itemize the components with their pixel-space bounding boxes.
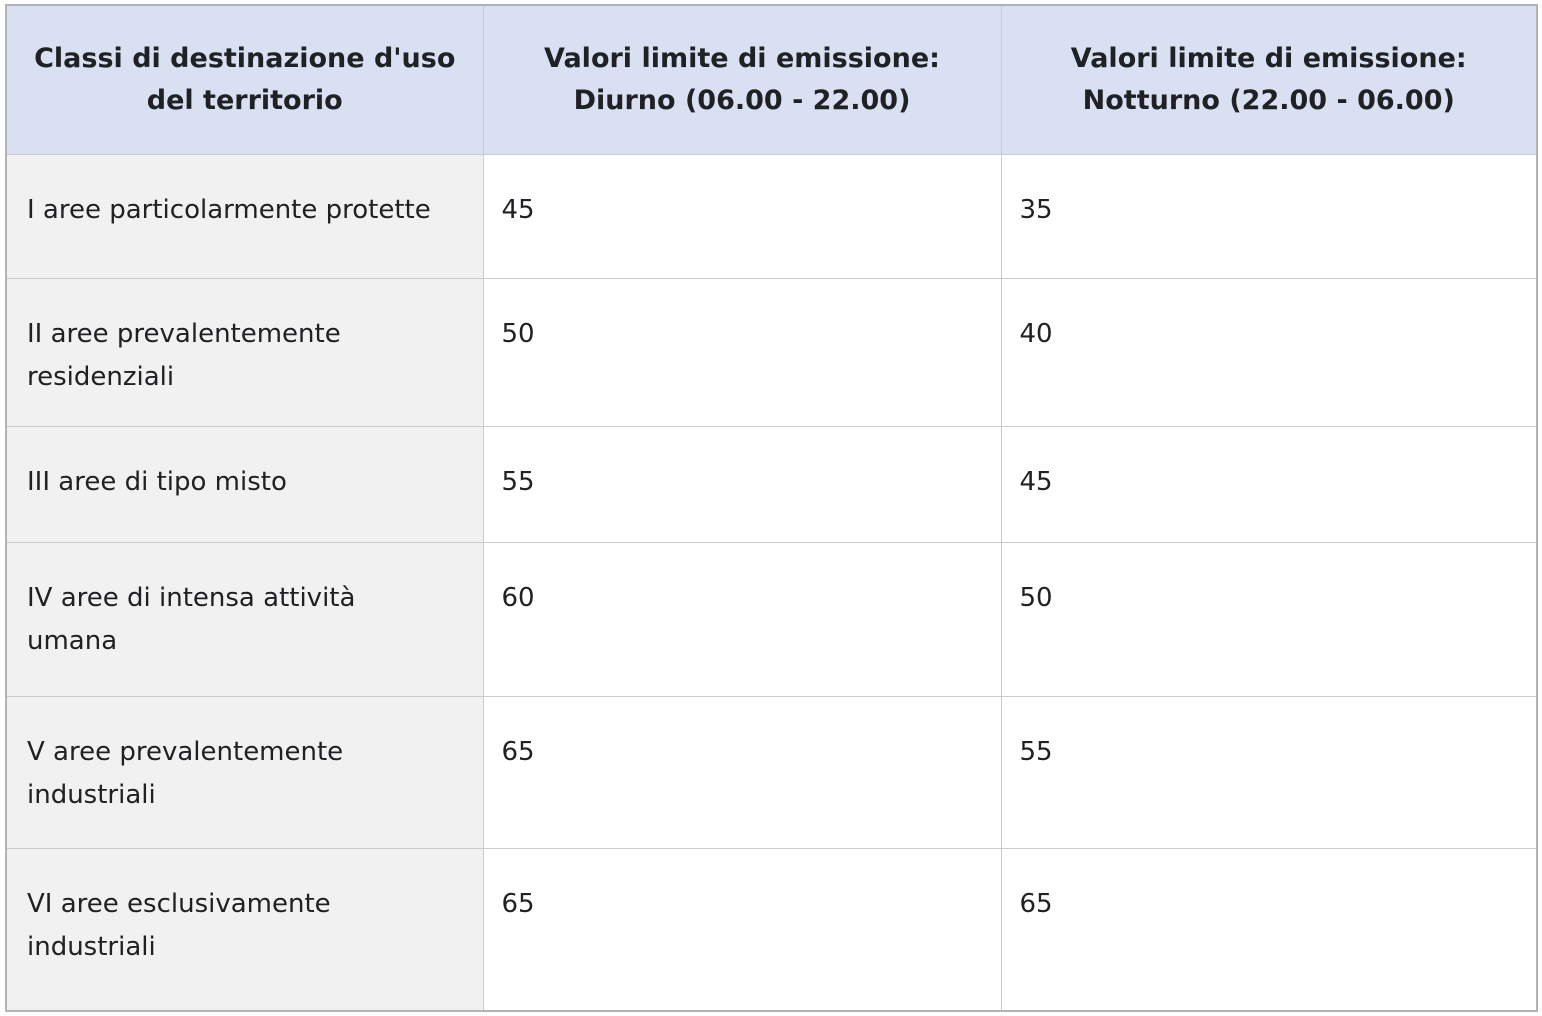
table-row: V aree prevalentemente industriali 65 55 <box>5 695 1538 849</box>
table-header: Classi di destinazione d'uso del territo… <box>5 4 1538 155</box>
row-label: II aree prevalentemente residenziali <box>5 277 484 427</box>
diurno-value: 60 <box>482 541 1002 697</box>
table-row: IV aree di intensa attività umana 60 50 <box>5 541 1538 697</box>
row-label: I aree particolarmente protette <box>5 153 484 279</box>
diurno-value: 50 <box>482 277 1002 427</box>
row-label: III aree di tipo misto <box>5 425 484 543</box>
diurno-value: 45 <box>482 153 1002 279</box>
notturno-value: 50 <box>1000 541 1538 697</box>
emission-limits-table: Classi di destinazione d'uso del territo… <box>5 4 1538 1012</box>
header-notturno-line1: Valori limite di emissione: <box>1070 42 1467 74</box>
notturno-value: 65 <box>1000 847 1538 1012</box>
notturno-value: 40 <box>1000 277 1538 427</box>
table-row: VI aree esclusivamente industriali 65 65 <box>5 847 1538 1012</box>
header-notturno-line2: Notturno (22.00 - 06.00) <box>1082 84 1455 116</box>
header-classi-line2: del territorio <box>146 84 343 116</box>
table-row: III aree di tipo misto 55 45 <box>5 425 1538 543</box>
notturno-value: 45 <box>1000 425 1538 543</box>
header-diurno-line2: Diurno (06.00 - 22.00) <box>573 84 911 116</box>
header-cell-classi: Classi di destinazione d'uso del territo… <box>5 4 484 155</box>
header-cell-notturno: Valori limite di emissione: Notturno (22… <box>1000 4 1538 155</box>
header-cell-diurno: Valori limite di emissione: Diurno (06.0… <box>482 4 1002 155</box>
notturno-value: 55 <box>1000 695 1538 849</box>
diurno-value: 65 <box>482 695 1002 849</box>
header-row: Classi di destinazione d'uso del territo… <box>5 4 1538 155</box>
row-label: IV aree di intensa attività umana <box>5 541 484 697</box>
table-row: I aree particolarmente protette 45 35 <box>5 153 1538 279</box>
table-body: I aree particolarmente protette 45 35 II… <box>5 153 1538 1012</box>
table-row: II aree prevalentemente residenziali 50 … <box>5 277 1538 427</box>
row-label: VI aree esclusivamente industriali <box>5 847 484 1012</box>
notturno-value: 35 <box>1000 153 1538 279</box>
row-label: V aree prevalentemente industriali <box>5 695 484 849</box>
diurno-value: 55 <box>482 425 1002 543</box>
header-classi-line1: Classi di destinazione d'uso <box>34 42 456 74</box>
header-diurno-line1: Valori limite di emissione: <box>544 42 940 74</box>
diurno-value: 65 <box>482 847 1002 1012</box>
